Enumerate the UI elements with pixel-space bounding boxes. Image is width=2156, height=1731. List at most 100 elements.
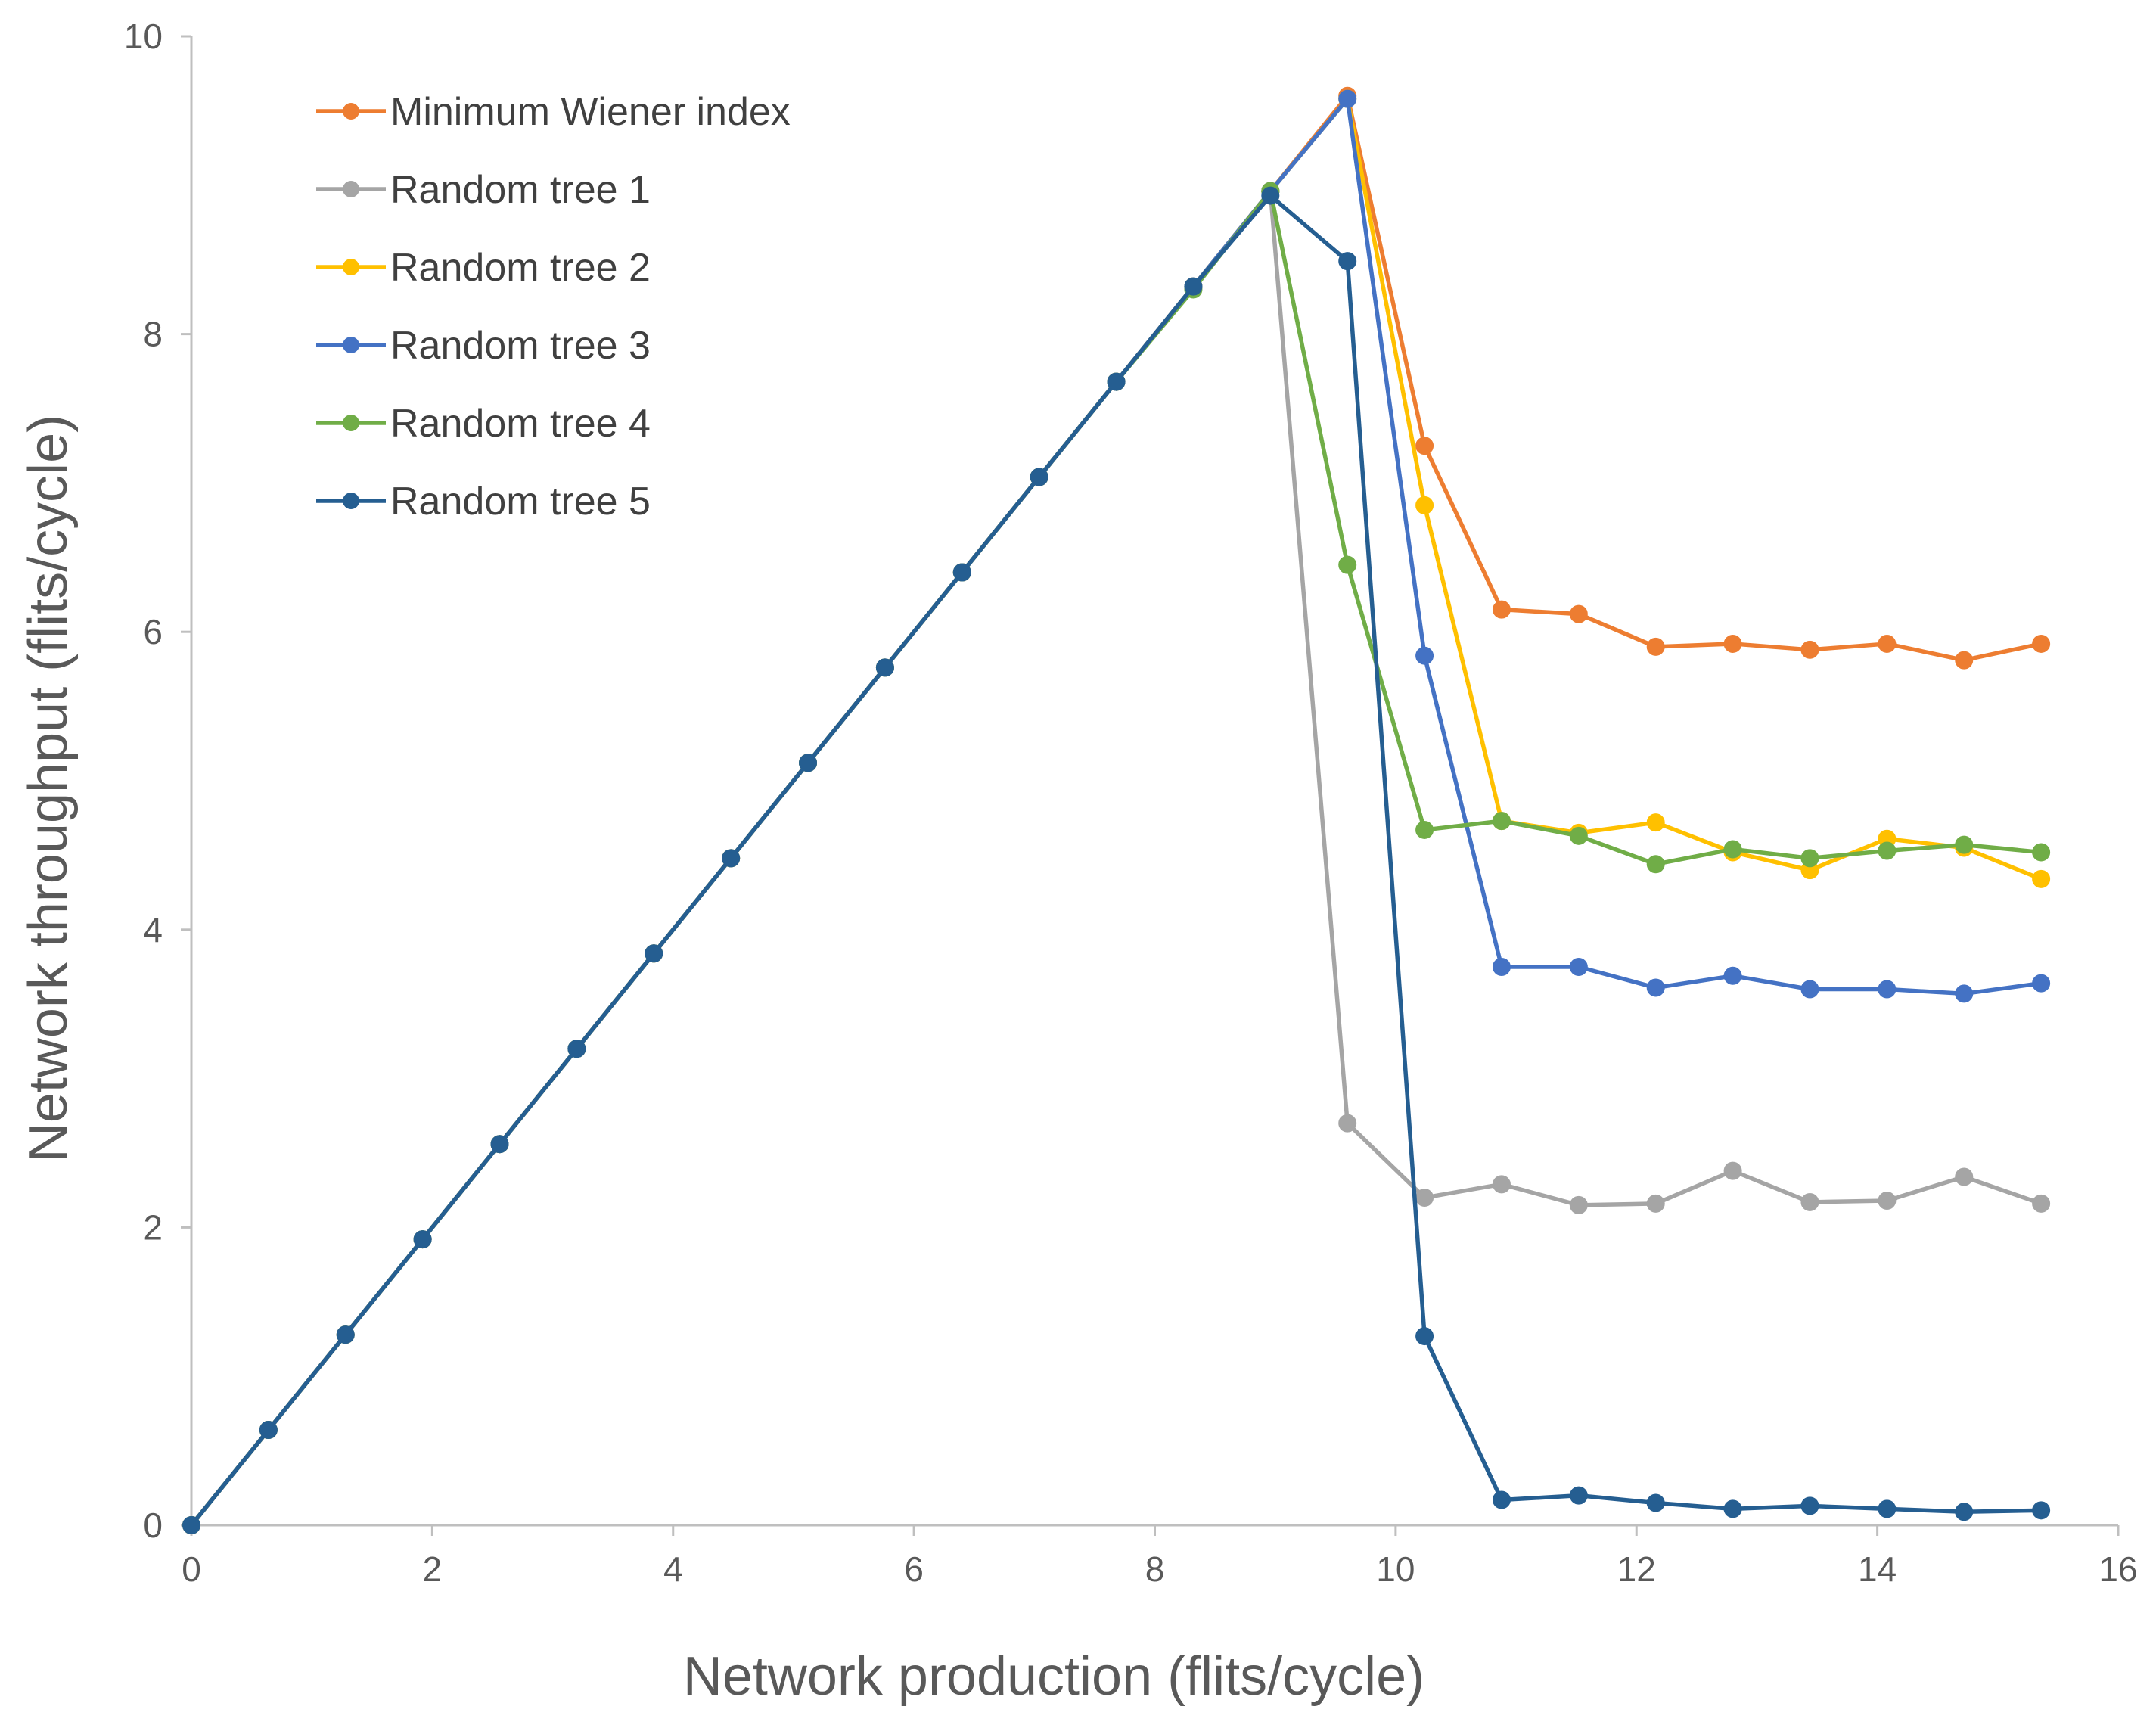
- data-point: [799, 754, 818, 772]
- data-point: [2032, 634, 2051, 653]
- x-tick-label: 8: [1145, 1549, 1165, 1589]
- legend-item: Random tree 3: [316, 324, 651, 368]
- y-axis-title: Network throughput (flits/cycle): [18, 415, 79, 1162]
- data-point: [2032, 1501, 2051, 1520]
- legend-item: Minimum Wiener index: [316, 90, 791, 134]
- x-tick-label: 14: [1858, 1549, 1897, 1589]
- data-point: [1800, 1192, 1819, 1211]
- data-point: [2032, 1194, 2051, 1213]
- data-point: [1800, 640, 1819, 659]
- data-point: [1492, 812, 1511, 831]
- data-point: [1030, 468, 1048, 486]
- series-layer: [182, 86, 2051, 1534]
- data-point: [645, 944, 663, 963]
- legend-item: Random tree 5: [316, 480, 651, 524]
- series-line: [189, 93, 2042, 1527]
- legend-swatch-marker: [343, 337, 359, 353]
- legend-swatch-marker: [343, 259, 359, 275]
- x-axis-title: Network production (flits/cycle): [683, 1646, 1424, 1707]
- x-tick-label: 2: [423, 1549, 443, 1589]
- x-tick-label: 4: [663, 1549, 683, 1589]
- series-random-tree-2: [182, 89, 2051, 1534]
- data-point: [1338, 89, 1357, 108]
- y-tick-label: 10: [124, 17, 163, 56]
- data-point: [1878, 634, 1897, 653]
- data-point: [413, 1230, 432, 1249]
- data-point: [1107, 372, 1126, 391]
- data-point: [1338, 1114, 1357, 1133]
- x-tick-label: 0: [182, 1549, 201, 1589]
- data-point: [1955, 1167, 1974, 1186]
- data-point: [1569, 826, 1588, 845]
- data-point: [1800, 849, 1819, 868]
- data-point: [1492, 1175, 1511, 1194]
- data-point: [1415, 646, 1434, 665]
- data-point: [1492, 958, 1511, 976]
- y-tick-label: 2: [143, 1207, 163, 1247]
- y-tick-label: 0: [143, 1506, 163, 1545]
- data-point: [952, 563, 971, 582]
- legend-label: Random tree 4: [390, 402, 651, 446]
- legend-item: Random tree 4: [316, 402, 651, 446]
- data-point: [1955, 1503, 1974, 1521]
- series-random-tree-3: [182, 89, 2051, 1534]
- x-tick-label: 6: [904, 1549, 924, 1589]
- data-point: [1646, 813, 1665, 832]
- data-point: [1415, 437, 1434, 455]
- data-point: [1723, 840, 1742, 859]
- legend-label: Minimum Wiener index: [390, 90, 791, 134]
- x-tick-label: 16: [2099, 1549, 2137, 1589]
- data-point: [1415, 1189, 1434, 1207]
- legend-label: Random tree 3: [390, 324, 651, 368]
- legend-item: Random tree 2: [316, 246, 651, 290]
- data-point: [567, 1040, 586, 1058]
- x-tick-label: 12: [1617, 1549, 1656, 1589]
- data-point: [1723, 634, 1742, 653]
- data-point: [1184, 277, 1203, 296]
- data-point: [1338, 252, 1357, 271]
- data-point: [1878, 1191, 1897, 1210]
- data-point: [1878, 1499, 1897, 1518]
- data-point: [1646, 1493, 1665, 1512]
- series-minimum-wiener-index: [182, 86, 2051, 1534]
- data-point: [259, 1421, 278, 1440]
- data-point: [1646, 1194, 1665, 1213]
- data-point: [1646, 637, 1665, 656]
- data-point: [1955, 984, 1974, 1003]
- series-line: [189, 96, 2043, 1527]
- data-point: [1415, 1327, 1434, 1346]
- data-point: [1492, 1490, 1511, 1509]
- data-point: [1878, 980, 1897, 999]
- data-point: [1800, 980, 1819, 999]
- data-point: [1723, 1161, 1742, 1180]
- data-point: [336, 1325, 355, 1344]
- data-point: [2032, 974, 2051, 993]
- legend-item: Random tree 1: [316, 168, 651, 212]
- data-point: [1955, 835, 1974, 854]
- legend-swatch-marker: [343, 493, 359, 509]
- data-point: [1955, 651, 1974, 670]
- data-point: [1415, 820, 1434, 839]
- axes: 0 2 4 6 8 10 12 14 16 0 2 4 6 8 10: [124, 17, 2138, 1589]
- legend-label: Random tree 2: [390, 246, 651, 290]
- legend-swatch-marker: [343, 103, 359, 120]
- data-point: [1261, 186, 1280, 205]
- legend-label: Random tree 5: [390, 480, 651, 524]
- data-point: [1569, 604, 1588, 623]
- series-line: [189, 96, 2042, 1527]
- y-tick-label: 8: [143, 315, 163, 354]
- data-point: [2032, 869, 2051, 888]
- data-point: [1492, 600, 1511, 619]
- y-tick-label: 4: [143, 910, 163, 949]
- data-point: [1569, 1486, 1588, 1505]
- data-point: [1646, 855, 1665, 874]
- data-point: [1569, 958, 1588, 976]
- data-point: [490, 1135, 509, 1154]
- data-point: [182, 1516, 200, 1534]
- x-tick-label: 10: [1376, 1549, 1415, 1589]
- data-point: [1800, 1496, 1819, 1515]
- data-point: [1723, 1499, 1742, 1518]
- legend-swatch-marker: [343, 181, 359, 197]
